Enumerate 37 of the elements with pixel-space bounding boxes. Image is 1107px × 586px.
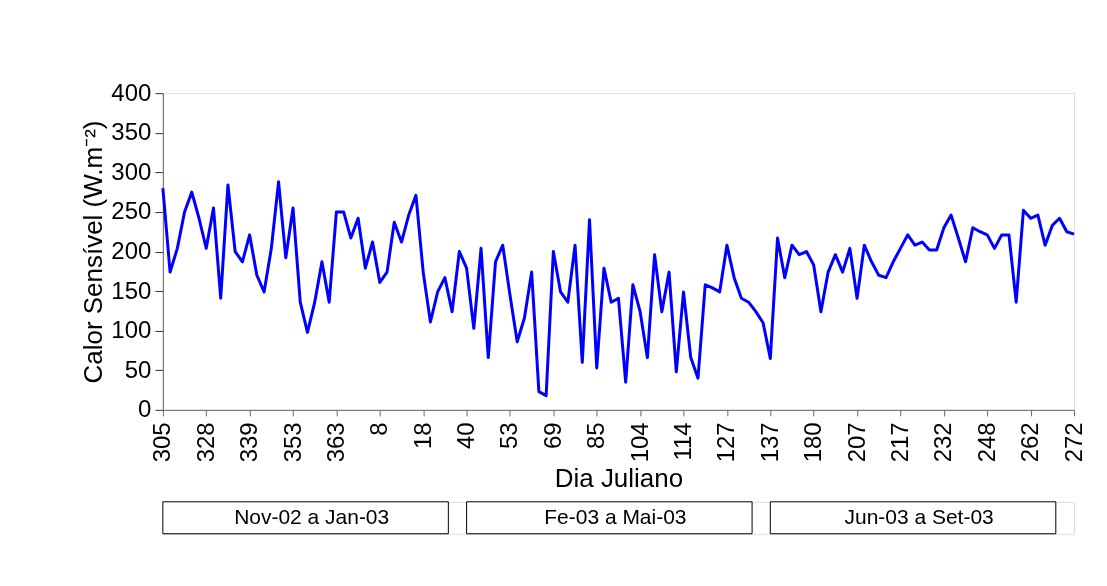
x-tick-label: 69 xyxy=(538,422,566,450)
x-tick-label: 40 xyxy=(452,422,480,450)
y-tick-label: 300 xyxy=(111,157,152,185)
text: Fe-03 a Mai-03 xyxy=(544,504,687,528)
x-tick-label: 353 xyxy=(278,422,306,463)
y-tick-label: 150 xyxy=(111,276,152,304)
x-tick-label: 339 xyxy=(235,422,263,463)
x-tick-label: 272 xyxy=(1059,422,1087,463)
x-tick-label: 104 xyxy=(625,422,653,463)
y-tick-label: 250 xyxy=(111,197,152,225)
x-tick-label: 217 xyxy=(885,422,913,463)
x-tick-label: 363 xyxy=(321,422,349,463)
x-axis-title: Dia Juliano xyxy=(554,463,684,494)
x-tick-label: 248 xyxy=(972,422,1000,463)
y-axis-title: Calor Sensível (W.m⁻²) xyxy=(78,120,109,384)
x-tick-label: 207 xyxy=(842,422,870,463)
y-tick-label: 350 xyxy=(111,118,152,146)
x-tick-label: 85 xyxy=(582,422,610,450)
y-tick-label: 400 xyxy=(111,78,152,106)
y-tick-label: 0 xyxy=(138,395,152,423)
line-series xyxy=(161,180,1076,398)
text: Jun-03 a Set-03 xyxy=(844,504,994,528)
x-tick-label: 127 xyxy=(712,422,740,463)
x-tick-label: 262 xyxy=(1016,422,1044,463)
x-tick-label: 53 xyxy=(495,422,523,450)
x-tick-label: 180 xyxy=(799,422,827,463)
y-tick-label: 100 xyxy=(111,316,152,344)
text: Nov-02 a Jan-03 xyxy=(234,504,390,528)
x-tick-label: 18 xyxy=(408,422,436,450)
x-tick-label: 114 xyxy=(669,422,697,461)
x-tick-label: 232 xyxy=(929,422,957,463)
x-tick-label: 328 xyxy=(191,422,219,463)
x-tick-label: 8 xyxy=(365,422,393,436)
x-tick-label: 305 xyxy=(148,422,176,463)
y-tick-label: 50 xyxy=(124,355,152,383)
y-tick-label: 200 xyxy=(111,237,152,265)
x-tick-label: 137 xyxy=(755,422,783,463)
